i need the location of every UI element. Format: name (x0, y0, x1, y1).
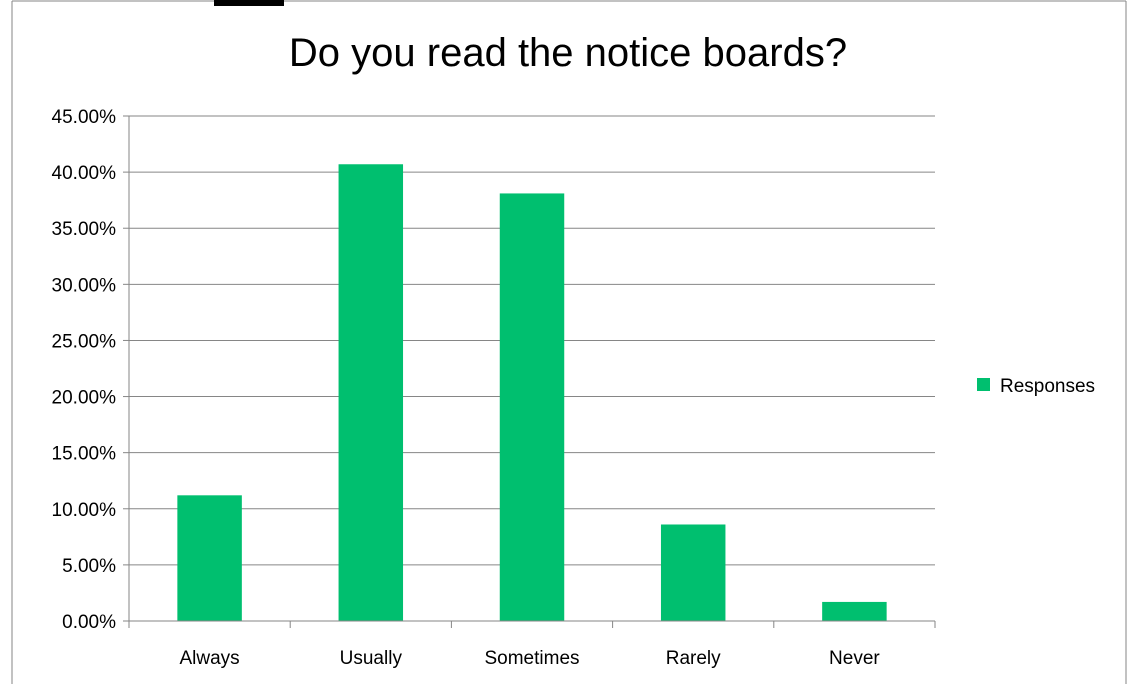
legend-swatch-responses (977, 378, 990, 391)
y-tick-label: 0.00% (62, 612, 116, 633)
x-tick-label: Rarely (666, 648, 721, 669)
x-tick-label: Never (829, 648, 880, 669)
x-tick-label: Sometimes (484, 648, 579, 669)
bar-rarely (660, 524, 726, 621)
y-tick-label: 40.00% (52, 163, 117, 184)
y-tick-label: 20.00% (52, 388, 117, 409)
x-axis-tick-labels: Always Usually Sometimes Rarely Never (180, 648, 881, 669)
heading-fragment (214, 0, 284, 6)
y-tick-label: 15.00% (52, 444, 117, 465)
y-tick-label: 10.00% (52, 500, 117, 521)
bar-usually (338, 164, 404, 621)
x-tick-label: Always (180, 648, 240, 669)
x-tick-label: Usually (340, 648, 403, 669)
bars (177, 164, 887, 621)
y-tick-label: 30.00% (52, 275, 117, 296)
legend-label-responses: Responses (1000, 376, 1095, 397)
y-axis-tick-labels: 0.00% 5.00% 10.00% 15.00% 20.00% 25.00% 30.00%… (52, 107, 129, 633)
y-tick-label: 5.00% (62, 556, 116, 577)
y-tick-label: 45.00% (52, 107, 117, 128)
legend: Responses (977, 376, 1095, 397)
y-tick-label: 25.00% (52, 331, 117, 352)
bar-always (177, 495, 242, 621)
axes (128, 116, 936, 628)
bar-never (822, 601, 887, 621)
bar-sometimes (499, 193, 565, 621)
y-tick-label: 35.00% (52, 219, 117, 240)
chart-title: Do you read the notice boards? (289, 31, 847, 75)
